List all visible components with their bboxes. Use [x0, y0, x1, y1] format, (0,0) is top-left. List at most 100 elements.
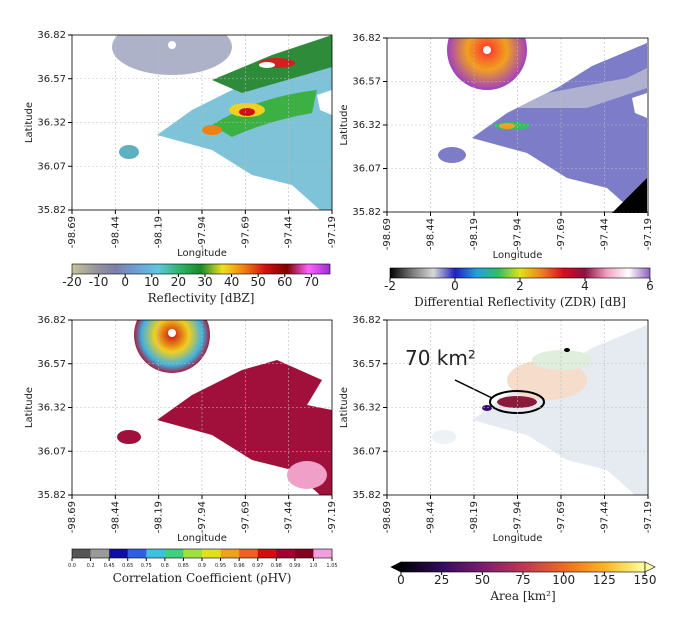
x-tick-label: -97.69 — [240, 216, 251, 248]
y-tick-label: 36.07 — [37, 446, 66, 457]
colorbar-tick-label: 10 — [144, 275, 159, 289]
y-tick-label: 36.07 — [37, 161, 66, 172]
colorbar-tick-label: 4 — [581, 279, 589, 293]
colorbar-segment — [90, 549, 110, 558]
colorbar-bar — [400, 561, 646, 573]
y-axis-label: Latitude — [339, 104, 350, 145]
x-tick-label: -97.44 — [600, 501, 611, 533]
axes-frame — [386, 319, 649, 496]
colorbar: 0.0 0.2 0.45 0.65 0.75 0.8 0.85 0.9 0.95 0.96 0.97… — [68, 548, 338, 585]
colorbar-label: Area [km²] — [489, 589, 555, 603]
colorbar-tick-label: -20 — [62, 275, 82, 289]
colorbar-segment — [257, 549, 277, 558]
colorbar-segment — [220, 549, 240, 558]
colorbar-tick-label: 0 — [451, 279, 459, 293]
x-tick-label: -97.94 — [197, 501, 208, 533]
colorbar-tick-label: 0.97 — [252, 563, 263, 569]
colorbar-tick-label: 0 — [121, 275, 129, 289]
colorbar-tick-label: 0.8 — [161, 563, 169, 569]
x-tick-label: -98.69 — [67, 216, 78, 248]
colorbar-tick-label: 70 — [304, 275, 319, 289]
x-tick-label: -97.19 — [327, 216, 338, 248]
colorbar-segment — [313, 549, 333, 558]
colorbar-segment — [146, 549, 166, 558]
x-tick-label: -97.94 — [513, 218, 524, 250]
y-tick-label: 36.57 — [37, 359, 66, 370]
y-tick-label: 36.32 — [37, 118, 66, 129]
colorbar-tick-label: 50 — [475, 573, 490, 587]
axes: -98.69 -98.44 -98.19 -97.94 -97.69 -97.44 -97.… — [24, 315, 338, 544]
colorbar-label: Differential Reflectivity (ZDR) [dB] — [414, 295, 626, 309]
y-tick-label: 36.82 — [352, 315, 381, 326]
x-tick-label: -98.69 — [67, 501, 78, 533]
x-tick-label: -97.19 — [327, 501, 338, 533]
colorbar-tick-label: 125 — [593, 573, 616, 587]
y-tick-label: 36.32 — [37, 403, 66, 414]
colorbar-label: Correlation Coefficient (ρHV) — [113, 571, 292, 585]
y-tick-label: 36.82 — [352, 33, 381, 44]
colorbar-tick-label: 0.0 — [68, 563, 76, 569]
colorbar: 0 25 50 75 100 125 150 Area [km²] — [390, 561, 656, 603]
x-tick-label: -98.19 — [469, 501, 480, 533]
x-tick-label: -97.19 — [643, 218, 654, 250]
y-tick-label: 35.82 — [37, 205, 66, 216]
colorbar-tick-label: 0.65 — [122, 563, 133, 569]
y-axis-label: Latitude — [24, 387, 35, 428]
area-field: 70 km² — [405, 325, 647, 495]
x-tick-label: -98.44 — [426, 501, 437, 533]
x-axis-label: Longitude — [177, 533, 227, 544]
colorbar-tick-label: -2 — [384, 279, 396, 293]
y-axis-label: Latitude — [339, 387, 350, 428]
colorbar-tick-label: 20 — [171, 275, 186, 289]
colorbar-tick-label: 75 — [515, 573, 530, 587]
colorbar-extend — [390, 561, 402, 573]
y-tick-label: 36.07 — [352, 446, 381, 457]
colorbar-tick-label: 60 — [277, 275, 292, 289]
colorbar-tick-label: 30 — [197, 275, 212, 289]
x-tick-label: -97.44 — [284, 216, 295, 248]
colorbar-segment — [239, 549, 259, 558]
colorbar: -2 0 2 4 6 Differential Reflectivity (ZDR) [d… — [384, 267, 654, 309]
colorbar-segment — [183, 549, 203, 558]
colorbar-tick-label: 0.2 — [87, 563, 95, 569]
colorbar-tick-label: -10 — [89, 275, 109, 289]
axes-frame — [71, 34, 333, 211]
colorbar-segment — [109, 549, 129, 558]
x-tick-label: -97.44 — [284, 501, 295, 533]
colorbar-tick-label: 40 — [224, 275, 239, 289]
y-tick-label: 36.32 — [352, 403, 381, 414]
y-tick-label: 36.57 — [352, 359, 381, 370]
colorbar-segment — [127, 549, 147, 558]
colorbar: -20 -10 0 10 20 30 40 50 60 70 Reflectivity [dBZ] — [62, 263, 331, 305]
colorbar-tick-label: 0.75 — [141, 563, 152, 569]
y-tick-label: 36.82 — [37, 315, 66, 326]
x-tick-label: -98.44 — [426, 218, 437, 250]
y-tick-label: 36.57 — [37, 74, 66, 85]
colorbar-tick-label: 0 — [397, 573, 405, 587]
x-tick-label: -98.69 — [382, 501, 393, 533]
colorbar-tick-label: 100 — [552, 573, 575, 587]
annotation: 70 km² — [405, 346, 476, 370]
axes-frame — [71, 319, 333, 496]
x-tick-label: -97.19 — [643, 501, 654, 533]
colorbar-tick-label: 0.45 — [104, 563, 115, 569]
x-tick-label: -97.94 — [513, 501, 524, 533]
x-tick-label: -98.19 — [154, 501, 165, 533]
y-tick-label: 36.32 — [352, 120, 381, 131]
x-axis-label: Longitude — [493, 250, 543, 261]
x-tick-label: -97.69 — [240, 501, 251, 533]
colorbar-bar — [71, 263, 331, 275]
colorbar-tick-label: 6 — [646, 279, 654, 293]
y-tick-label: 35.82 — [37, 490, 66, 501]
x-tick-label: -98.44 — [110, 501, 121, 533]
x-tick-label: -98.44 — [110, 216, 121, 248]
colorbar-tick-label: 0.99 — [289, 563, 300, 569]
y-tick-label: 36.82 — [37, 30, 66, 41]
colorbar-bar — [389, 267, 651, 279]
colorbar-segment — [202, 549, 221, 558]
axes-frame — [386, 37, 649, 213]
colorbar-segment — [164, 549, 184, 558]
x-tick-label: -97.69 — [556, 218, 567, 250]
x-tick-label: -97.94 — [197, 216, 208, 248]
